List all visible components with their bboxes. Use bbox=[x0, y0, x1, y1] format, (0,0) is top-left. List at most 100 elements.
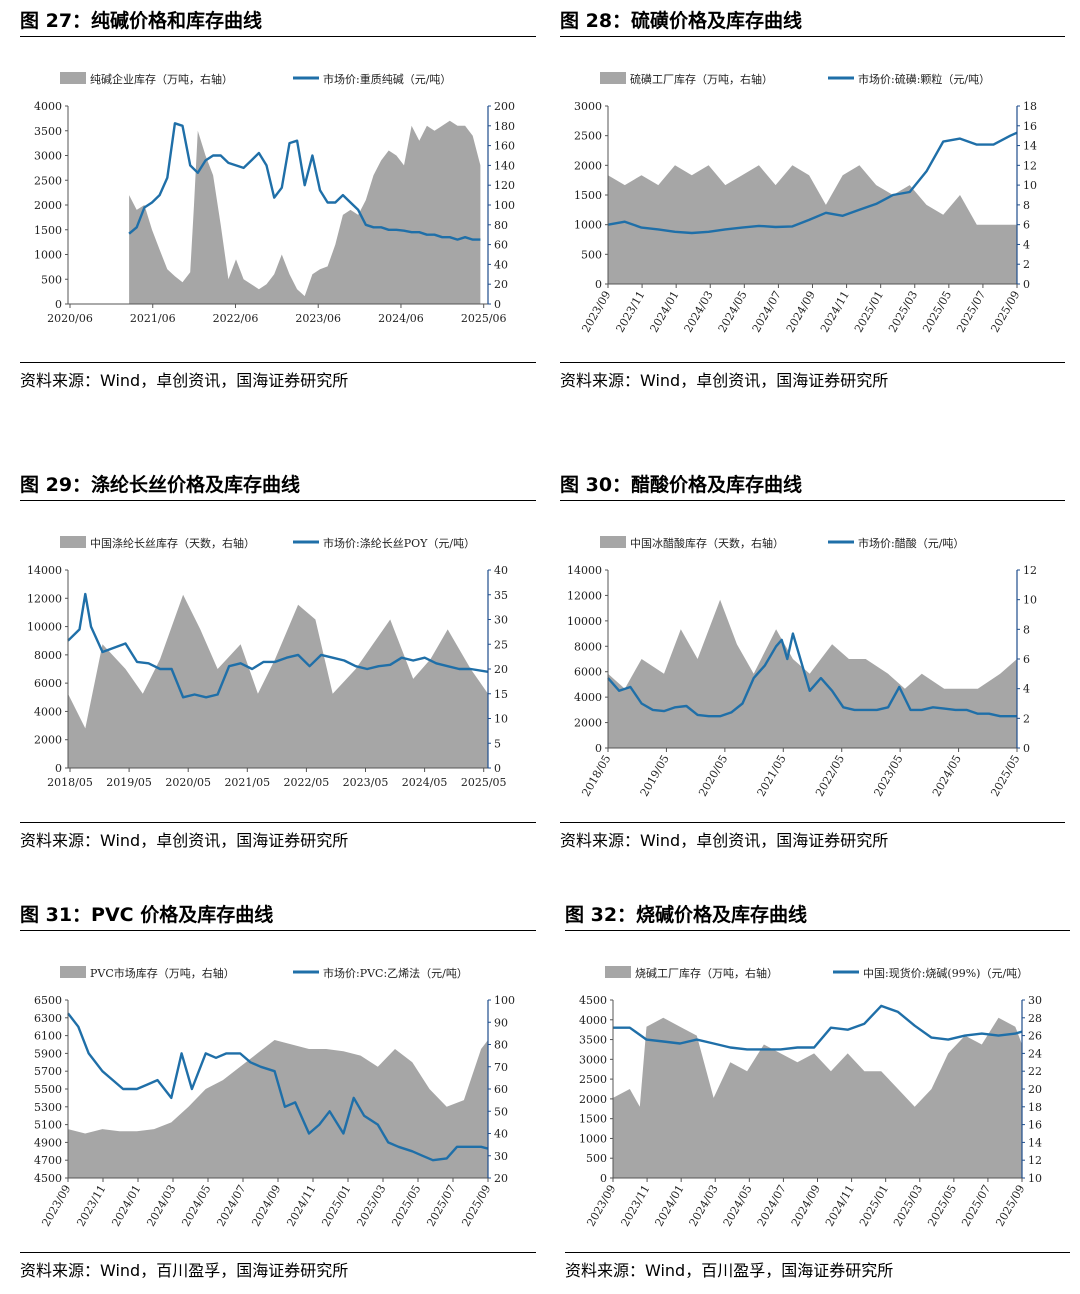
chart-29-plot: 中国涤纶长丝库存（天数，右轴） 市场价:涤纶长丝POY（元/吨） 0 2000 4000… bbox=[27, 536, 508, 789]
left-tick-label: 8000 bbox=[34, 649, 62, 662]
right-tick-label: 22 bbox=[1028, 1065, 1042, 1078]
x-tick-label: 2021/05 bbox=[755, 753, 789, 799]
chart-legend: 中国涤纶长丝库存（天数，右轴） 市场价:涤纶长丝POY（元/吨） bbox=[60, 536, 475, 550]
x-tick-label: 2024/09 bbox=[789, 1183, 823, 1229]
x-tick-label: 2023/11 bbox=[613, 289, 647, 335]
x-tick-label: 2023/09 bbox=[584, 1183, 618, 1229]
title-rule bbox=[20, 500, 536, 501]
right-tick-label: 8 bbox=[1023, 199, 1030, 212]
left-tick-label: 1500 bbox=[574, 189, 602, 202]
x-tick-label: 2025/05 bbox=[988, 753, 1022, 799]
x-tick-label: 2023/11 bbox=[74, 1183, 108, 1229]
left-tick-label: 3500 bbox=[34, 125, 62, 138]
x-tick-label: 2025/07 bbox=[959, 1183, 993, 1229]
left-tick-label: 2500 bbox=[574, 130, 602, 143]
chart-legend: 纯碱企业库存（万吨，右轴） 市场价:重质纯碱（元/吨） bbox=[60, 72, 451, 86]
left-tick-label: 12000 bbox=[567, 589, 602, 602]
right-tick-label: 15 bbox=[494, 688, 508, 701]
x-tick-label: 2024/01 bbox=[109, 1183, 143, 1229]
left-tick-label: 2000 bbox=[579, 1093, 607, 1106]
left-tick-label: 5700 bbox=[34, 1065, 62, 1078]
right-tick-label: 0 bbox=[1023, 742, 1030, 755]
price-line-series bbox=[607, 131, 1018, 235]
right-tick-label: 50 bbox=[494, 1105, 508, 1118]
right-tick-label: 12 bbox=[1023, 159, 1037, 172]
left-tick-label: 2500 bbox=[579, 1073, 607, 1086]
left-tick-label: 500 bbox=[581, 248, 602, 261]
price-line-series bbox=[67, 1012, 489, 1162]
chart-title: 图 29：涤纶长丝价格及库存曲线 bbox=[20, 474, 301, 496]
legend-label-line: 市场价:重质纯碱（元/吨） bbox=[323, 72, 451, 86]
inventory-area-series bbox=[608, 165, 1017, 284]
left-tick-label: 4700 bbox=[34, 1154, 62, 1167]
left-tick-label: 5500 bbox=[34, 1083, 62, 1096]
x-tick-label: 2024/01 bbox=[653, 1183, 687, 1229]
x-tick-label: 2025/06 bbox=[461, 312, 507, 325]
right-tick-label: 100 bbox=[494, 994, 515, 1007]
right-tick-label: 90 bbox=[494, 1016, 508, 1029]
source-rule bbox=[20, 1252, 536, 1253]
left-tick-label: 6500 bbox=[34, 994, 62, 1007]
x-tick-label: 2024/05 bbox=[721, 1183, 755, 1229]
left-tick-label: 5900 bbox=[34, 1047, 62, 1060]
title-rule bbox=[20, 36, 536, 37]
right-tick-label: 26 bbox=[1028, 1030, 1042, 1043]
left-tick-label: 5300 bbox=[34, 1101, 62, 1114]
x-tick-label: 2023/05 bbox=[871, 753, 905, 799]
source-rule bbox=[20, 822, 536, 823]
legend-swatch-area bbox=[600, 536, 626, 548]
x-tick-label: 2020/05 bbox=[165, 776, 211, 789]
inventory-area-series bbox=[613, 1017, 1022, 1178]
right-tick-label: 20 bbox=[494, 663, 508, 676]
x-tick-label: 2024/05 bbox=[402, 776, 448, 789]
right-tick-label: 180 bbox=[494, 120, 515, 133]
x-tick-label: 2025/09 bbox=[988, 289, 1022, 335]
price-line-series bbox=[607, 632, 1017, 718]
left-tick-label: 14000 bbox=[27, 564, 62, 577]
x-tick-label: 2023/09 bbox=[39, 1183, 73, 1229]
left-tick-label: 2000 bbox=[34, 199, 62, 212]
left-tick-label: 3000 bbox=[579, 1053, 607, 1066]
chart-source: 资料来源：Wind，卓创资讯，国海证券研究所 bbox=[560, 831, 889, 850]
right-tick-label: 0 bbox=[1023, 278, 1030, 291]
legend-swatch-area bbox=[60, 72, 86, 84]
left-tick-label: 10000 bbox=[27, 621, 62, 634]
right-tick-label: 40 bbox=[494, 564, 508, 577]
right-tick-label: 4 bbox=[1023, 238, 1030, 251]
title-rule bbox=[560, 36, 1065, 37]
x-tick-label: 2025/01 bbox=[857, 1183, 891, 1229]
price-line-series bbox=[67, 592, 489, 699]
left-tick-label: 3500 bbox=[579, 1034, 607, 1047]
legend-swatch-area bbox=[605, 966, 631, 978]
x-tick-label: 2025/03 bbox=[354, 1183, 388, 1229]
left-tick-label: 6000 bbox=[34, 677, 62, 690]
right-tick-label: 2 bbox=[1023, 712, 1030, 725]
x-tick-label: 2024/03 bbox=[144, 1183, 178, 1229]
left-tick-label: 0 bbox=[55, 762, 62, 775]
title-rule bbox=[565, 930, 1070, 931]
chart-panel-27: 图 27：纯碱价格和库存曲线 纯碱企业库存（万吨，右轴） 市场价:重质纯碱（元/吨… bbox=[20, 6, 552, 406]
chart-source: 资料来源：Wind，百川盈孚，国海证券研究所 bbox=[565, 1261, 894, 1280]
x-tick-label: 2024/11 bbox=[823, 1183, 857, 1229]
x-tick-label: 2024/05 bbox=[716, 289, 750, 335]
x-tick-label: 2023/05 bbox=[343, 776, 389, 789]
left-tick-label: 0 bbox=[600, 1172, 607, 1185]
legend-label-area: PVC市场库存（万吨，右轴） bbox=[90, 966, 235, 980]
right-tick-label: 80 bbox=[494, 219, 508, 232]
chart-32-plot: 烧碱工厂库存（万吨，右轴） 中国:现货价:烧碱(99%)（元/吨） 0 500 1000… bbox=[579, 966, 1042, 1229]
x-tick-label: 2025/01 bbox=[319, 1183, 353, 1229]
right-tick-label: 40 bbox=[494, 258, 508, 271]
x-tick-label: 2022/06 bbox=[213, 312, 259, 325]
price-line-series bbox=[128, 122, 481, 241]
right-tick-label: 18 bbox=[1028, 1101, 1042, 1114]
right-tick-label: 80 bbox=[494, 1039, 508, 1052]
legend-swatch-area bbox=[60, 966, 86, 978]
right-tick-label: 10 bbox=[1023, 594, 1037, 607]
right-tick-label: 4 bbox=[1023, 683, 1030, 696]
x-tick-label: 2024/03 bbox=[682, 289, 716, 335]
left-tick-label: 4000 bbox=[34, 705, 62, 718]
chart-title: 图 32：烧碱价格及库存曲线 bbox=[565, 904, 808, 926]
chart-panel-30: 图 30：醋酸价格及库存曲线 中国冰醋酸库存（天数，右轴） 市场价:醋酸（元/吨）… bbox=[560, 470, 1080, 870]
x-tick-label: 2025/09 bbox=[993, 1183, 1027, 1229]
left-tick-label: 4900 bbox=[34, 1136, 62, 1149]
